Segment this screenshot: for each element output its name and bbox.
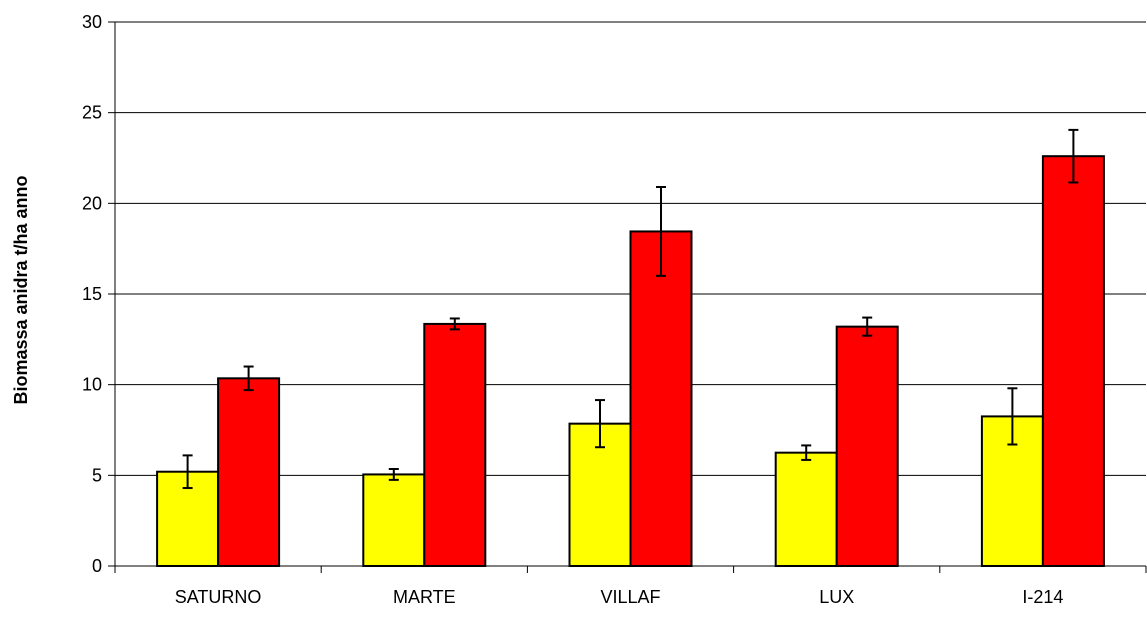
y-tick-label: 20 — [82, 193, 102, 213]
bar-lux-s2 — [835, 325, 899, 568]
x-tick-label-i-214: I-214 — [1022, 587, 1063, 607]
bars — [156, 155, 1105, 568]
bar-lux-s1 — [774, 451, 838, 567]
y-tick-label: 10 — [82, 375, 102, 395]
axes — [108, 21, 1147, 573]
error-bars — [182, 128, 1079, 490]
y-tick-label: 30 — [82, 12, 102, 32]
bar-saturno-s2 — [217, 377, 281, 567]
x-tick-label-villaf: VILLAF — [600, 587, 660, 607]
y-tick-label: 5 — [92, 465, 102, 485]
bar-marte-s1 — [362, 473, 426, 567]
bar-villaf-s2 — [629, 230, 693, 567]
y-tick-label: 15 — [82, 284, 102, 304]
tick-labels: 0 5 10 15 20 25 30 SATURNO MARTE VILLAF LUX I-214 — [82, 12, 1063, 607]
bar-i-214-s2 — [1041, 155, 1105, 567]
x-tick-label-saturno: SATURNO — [175, 587, 262, 607]
y-tick-label: 25 — [82, 103, 102, 123]
x-tick-label-lux: LUX — [819, 587, 854, 607]
bar-marte-s2 — [423, 322, 487, 568]
y-axis-title: Biomassa anidra t/ha anno — [11, 175, 31, 404]
y-tick-label: 0 — [92, 556, 102, 576]
x-tick-label-marte: MARTE — [393, 587, 456, 607]
